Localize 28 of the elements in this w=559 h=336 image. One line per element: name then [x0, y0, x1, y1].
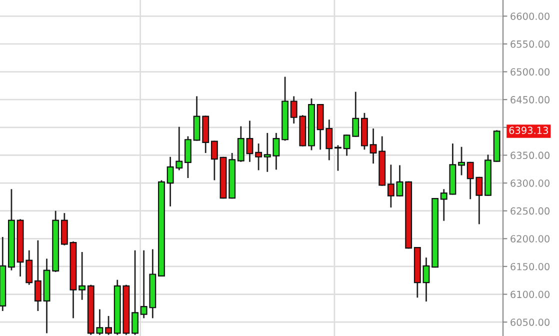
- y-tick-label: 6600.00: [510, 12, 550, 20]
- y-tick-label: 6100.00: [510, 290, 550, 298]
- candlestick: [237, 126, 244, 163]
- candlestick: [132, 250, 138, 336]
- candlestick: [210, 140, 218, 181]
- candlestick: [422, 256, 430, 302]
- candlestick: [255, 142, 262, 171]
- candlestick: [184, 136, 192, 179]
- y-tick-label: 6150.00: [510, 262, 550, 270]
- y-tick-label: 6550.00: [510, 40, 550, 48]
- y-tick-label: 6350.00: [510, 152, 550, 160]
- text: 6393.13: [509, 126, 548, 134]
- candlestick: [458, 146, 465, 176]
- candlestick: [105, 315, 112, 336]
- candlestick: [34, 240, 42, 312]
- candlestick: [78, 251, 86, 301]
- y-tick-label: 6250.00: [510, 207, 550, 215]
- candlestick: [396, 164, 404, 198]
- y-tick-label: 6050.00: [510, 318, 550, 326]
- y-tick-label: 6450.00: [510, 96, 550, 104]
- candlestick: [246, 120, 254, 163]
- candlestick: [387, 164, 394, 208]
- y-tick-label: 6300.00: [510, 180, 550, 187]
- candlestick: [334, 144, 342, 172]
- candlestick: [370, 128, 377, 164]
- candlestick: [60, 212, 68, 246]
- y-tick-label: 6200.00: [510, 235, 550, 242]
- y-tick-label: 6500.00: [510, 68, 550, 76]
